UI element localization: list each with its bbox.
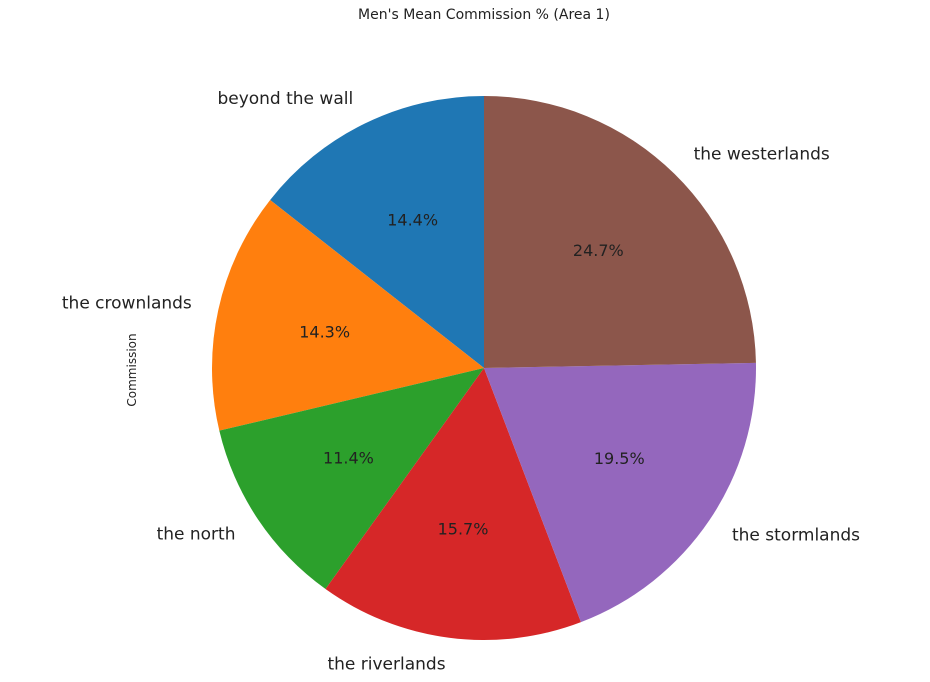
slice-label-the-stormlands: the stormlands (732, 525, 860, 545)
pct-label-the-riverlands: 15.7% (438, 519, 489, 538)
pct-label-the-crownlands: 14.3% (299, 322, 350, 341)
y-axis-label: Commission (125, 333, 139, 407)
pie-slice-the-crownlands (212, 199, 484, 431)
chart-title: Men's Mean Commission % (Area 1) (358, 7, 610, 23)
pct-label-the-westerlands: 24.7% (573, 241, 624, 260)
pie-slice-the-stormlands (484, 362, 756, 623)
slice-label-the-riverlands: the riverlands (327, 655, 445, 675)
pie-slice-the-north (219, 368, 484, 590)
pct-label-beyond-the-wall: 14.4% (387, 211, 438, 230)
slice-label-the-north: the north (157, 525, 236, 545)
slice-label-the-westerlands: the westerlands (694, 144, 830, 164)
slice-label-the-crownlands: the crownlands (62, 294, 192, 314)
slice-label-beyond-the-wall: beyond the wall (217, 89, 353, 109)
pct-label-the-stormlands: 19.5% (594, 449, 645, 468)
pie-slice-beyond-the-wall (270, 96, 484, 368)
pie-slice-the-westerlands (484, 96, 756, 368)
pie-slice-the-riverlands (325, 368, 581, 640)
pct-label-the-north: 11.4% (323, 448, 374, 467)
